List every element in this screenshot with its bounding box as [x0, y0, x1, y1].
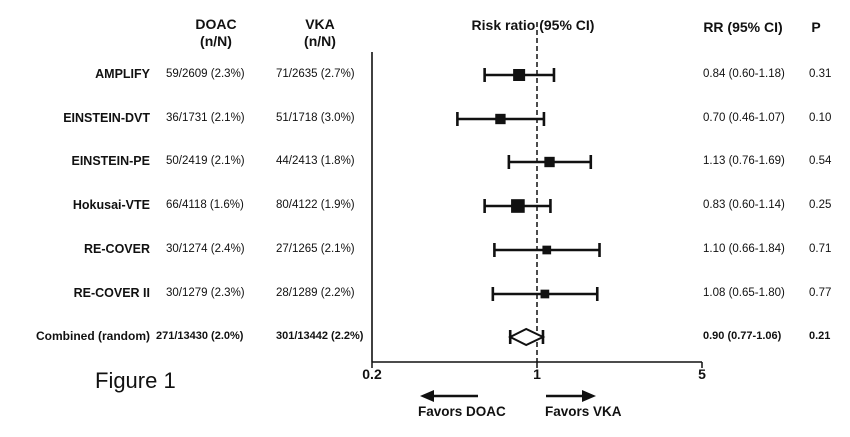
rr-ci-value: 0.83 (0.60-1.14)	[703, 199, 785, 211]
point-estimate	[544, 156, 555, 168]
vka-events: 28/1289 (2.2%)	[276, 287, 355, 299]
figure-label: Figure 1	[95, 368, 176, 393]
header-p: P	[811, 19, 821, 35]
study-name: Combined (random)	[36, 329, 150, 343]
rr-ci-value: 0.84 (0.60-1.18)	[703, 68, 785, 80]
study-name: RE-COVER II	[73, 286, 150, 300]
p-value: 0.10	[809, 112, 832, 124]
point-estimate	[495, 113, 506, 125]
point-estimate	[513, 69, 526, 81]
study-name: AMPLIFY	[95, 67, 150, 81]
doac-events: 50/2419 (2.1%)	[166, 155, 245, 167]
vka-events: 51/1718 (3.0%)	[276, 112, 355, 124]
header-doac: DOAC (n/N)	[186, 16, 246, 50]
doac-events: 59/2609 (2.3%)	[166, 68, 245, 80]
header-doac-sub: (n/N)	[200, 33, 232, 49]
x-tick-label: 0.2	[362, 366, 382, 382]
rr-ci-value: 1.08 (0.65-1.80)	[703, 287, 785, 299]
rr-ci-value: 0.90 (0.77-1.06)	[703, 330, 782, 342]
point-estimate	[540, 289, 550, 299]
vka-events: 301/13442 (2.2%)	[276, 330, 364, 342]
header-risk-ratio: Risk ratio (95% CI)	[471, 17, 595, 33]
study-name: EINSTEIN-DVT	[63, 111, 150, 125]
favors-vka-label: Favors VKA	[545, 404, 622, 419]
study-name: RE-COVER	[84, 242, 150, 256]
rr-ci-value: 1.13 (0.76-1.69)	[703, 155, 785, 167]
point-estimate	[542, 245, 552, 255]
p-value: 0.21	[809, 330, 831, 342]
vka-events: 80/4122 (1.9%)	[276, 199, 355, 211]
vka-events: 44/2413 (1.8%)	[276, 155, 355, 167]
doac-events: 30/1279 (2.3%)	[166, 287, 245, 299]
vka-events: 71/2635 (2.7%)	[276, 68, 355, 80]
p-value: 0.71	[809, 243, 832, 255]
doac-events: 30/1274 (2.4%)	[166, 243, 245, 255]
doac-events: 36/1731 (2.1%)	[166, 112, 245, 124]
rr-ci-value: 1.10 (0.66-1.84)	[703, 243, 785, 255]
point-estimate	[511, 199, 525, 213]
vka-events: 27/1265 (2.1%)	[276, 243, 355, 255]
header-vka: VKA (n/N)	[290, 16, 350, 50]
doac-events: 271/13430 (2.0%)	[156, 330, 244, 342]
header-vka-sub: (n/N)	[304, 33, 336, 49]
header-rr: RR (95% CI)	[703, 19, 783, 35]
study-name: Hokusai-VTE	[72, 198, 150, 212]
x-tick-label: 5	[698, 366, 706, 382]
p-value: 0.31	[809, 68, 832, 80]
study-name: EINSTEIN-PE	[71, 154, 151, 168]
favors-doac-label: Favors DOAC	[418, 404, 506, 419]
doac-events: 66/4118 (1.6%)	[166, 199, 244, 211]
rr-ci-value: 0.70 (0.46-1.07)	[703, 112, 785, 124]
p-value: 0.54	[809, 155, 832, 167]
p-value: 0.25	[809, 199, 832, 211]
arrow-left-head	[420, 390, 434, 402]
arrow-right-head	[582, 390, 596, 402]
p-value: 0.77	[809, 287, 832, 299]
x-tick-label: 1	[533, 366, 541, 382]
header-doac-label: DOAC	[195, 16, 237, 32]
pooled-estimate-diamond	[507, 327, 546, 347]
header-vka-label: VKA	[305, 16, 335, 32]
